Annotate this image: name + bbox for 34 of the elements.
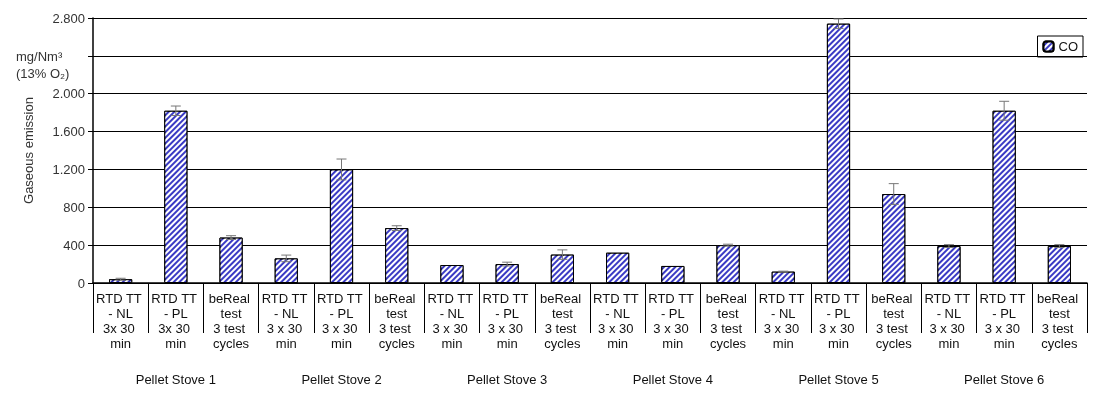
y-tick-label: 0 — [77, 275, 85, 291]
x-tick-label: RTD TT - NL 3x 30 min — [96, 291, 146, 351]
x-tick-label: beReal test 3 test cycles — [871, 291, 917, 351]
x-tick-label: RTD TT - NL 3 x 30 min — [593, 291, 643, 351]
x-tick-label: RTD TT - PL 3 x 30 min — [979, 291, 1029, 351]
x-tick-label: RTD TT - PL 3 x 30 min — [482, 291, 532, 351]
x-tick-label: RTD TT - PL 3 x 30 min — [648, 291, 698, 351]
text: mg/Nm³ (13% O₂) — [16, 49, 70, 81]
y-tick-label: 2.000 — [52, 86, 85, 102]
x-tick-label: RTD TT - PL 3 x 30 min — [316, 291, 367, 351]
x-tick-label: beReal test 3 test cycles — [705, 291, 751, 351]
y-axis-title: Gaseous emission — [21, 97, 36, 204]
x-tick-label: beReal test 3 test cycles — [539, 291, 585, 351]
text: Pellet Stove 5 — [798, 372, 879, 387]
text: Pellet Stove 3 — [467, 372, 548, 387]
x-tick-label: beReal test 3 test cycles — [374, 291, 420, 351]
text: Pellet Stove 1 — [135, 372, 216, 387]
y-tick-label: 1.200 — [52, 161, 85, 177]
x-tick-label: RTD TT - NL 3 x 30 min — [924, 291, 974, 351]
y-tick-label: 800 — [63, 199, 85, 215]
x-tick-label: beReal test 3 test cycles — [1036, 291, 1082, 351]
x-tick-label: RTD TT - NL 3 x 30 min — [261, 291, 311, 351]
text: Pellet Stove 2 — [301, 372, 382, 387]
y-tick-label: 1.600 — [52, 124, 85, 140]
x-tick-label: RTD TT - PL 3 x 30 min — [813, 291, 864, 351]
y-tick-label: 2.800 — [52, 10, 85, 26]
x-tick-label: RTD TT - NL 3 x 30 min — [758, 291, 808, 351]
text: Pellet Stove 4 — [632, 372, 713, 387]
legend-label: CO — [1058, 39, 1078, 54]
y-tick-label: 400 — [63, 237, 85, 253]
x-tick-label: RTD TT - NL 3 x 30 min — [427, 291, 477, 351]
x-tick-label: RTD TT - PL 3x 30 min — [151, 291, 201, 351]
x-tick-label: beReal test 3 test cycles — [208, 291, 254, 351]
text: Pellet Stove 6 — [964, 372, 1045, 387]
